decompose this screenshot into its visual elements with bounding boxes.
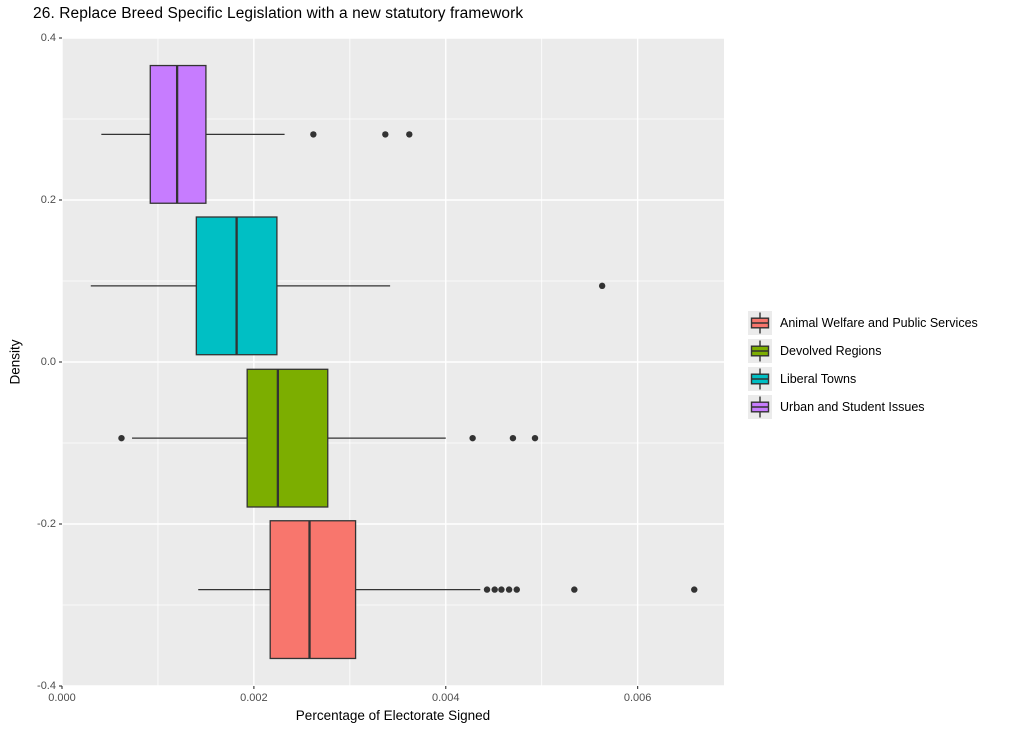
boxplot-chart: [59, 37, 724, 689]
y-tick-label: 0.2: [40, 194, 56, 206]
x-axis-title: Percentage of Electorate Signed: [295, 708, 491, 723]
outlier-point: [469, 434, 476, 442]
box: [269, 520, 357, 660]
y-tick-label: -0.2: [37, 518, 56, 530]
y-tick-label: 0.4: [40, 32, 56, 44]
outlier-point: [598, 282, 606, 290]
outlier-point: [513, 586, 520, 593]
outlier-point: [509, 434, 517, 442]
legend-label: Liberal Towns: [780, 372, 857, 386]
outlier-point: [483, 586, 491, 593]
outlier-point: [498, 586, 505, 593]
outlier-point: [382, 131, 389, 138]
outlier-point: [505, 586, 513, 593]
legend-item-liberal-towns: Liberal Towns: [748, 367, 978, 391]
box: [246, 368, 329, 508]
legend-label: Devolved Regions: [780, 344, 882, 358]
legend-label: Animal Welfare and Public Services: [780, 316, 978, 330]
outlier-point: [310, 131, 317, 138]
x-tick-label: 0.000: [48, 692, 76, 704]
legend-label: Urban and Student Issues: [780, 400, 925, 414]
chart-title: 26. Replace Breed Specific Legislation w…: [33, 5, 524, 22]
outlier-point: [691, 586, 698, 593]
legend-item-urban-and-student-issues: Urban and Student Issues: [748, 395, 978, 419]
x-tick-label: 0.006: [623, 692, 652, 704]
outlier-point: [406, 131, 413, 138]
y-tick-label: -0.4: [37, 680, 56, 692]
boxplot-liberal-towns: [90, 216, 606, 356]
boxplot-key-icon: [748, 367, 772, 391]
boxplot-key-icon: [748, 311, 772, 335]
boxplot-key-icon: [748, 395, 772, 419]
outlier-point: [531, 434, 539, 442]
y-axis-title: Density: [7, 339, 23, 385]
legend-item-devolved-regions: Devolved Regions: [748, 339, 978, 363]
outlier-point: [571, 586, 578, 593]
boxplot-key-icon: [748, 339, 772, 363]
legend-item-animal-welfare-and-public-services: Animal Welfare and Public Services: [748, 311, 978, 335]
plot-panel: [59, 37, 724, 689]
y-tick-label: 0.0: [40, 356, 56, 368]
x-tick-label: 0.002: [240, 692, 268, 704]
outlier-point: [491, 586, 498, 593]
x-tick-label: 0.004: [432, 692, 460, 704]
legend: Animal Welfare and Public Services Devolv…: [748, 311, 978, 423]
outlier-point: [118, 434, 125, 442]
boxplot-devolved-regions: [118, 368, 539, 508]
boxplot-animal-welfare-and-public-services: [198, 520, 698, 660]
boxplot-urban-and-student-issues: [101, 64, 413, 204]
